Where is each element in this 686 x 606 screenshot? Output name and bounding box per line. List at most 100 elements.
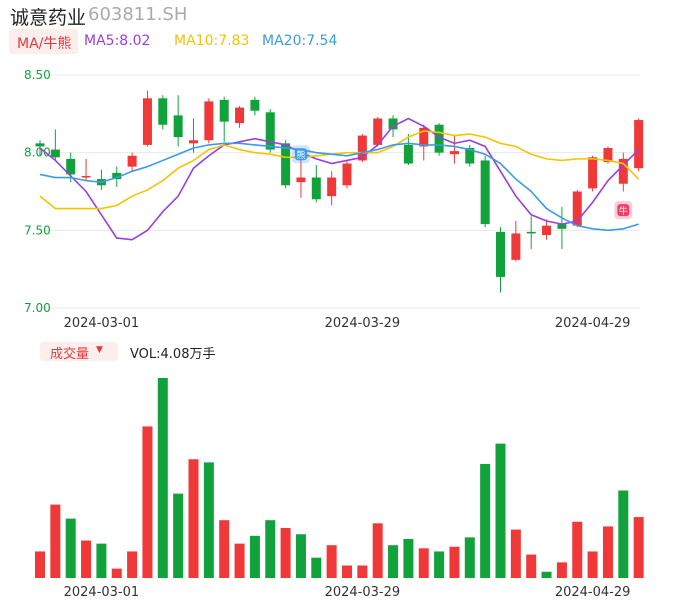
volume-indicator-label[interactable]: 成交量 — [50, 347, 90, 362]
candle-body — [465, 148, 475, 164]
volume-bar — [326, 545, 337, 578]
volume-bar — [234, 543, 245, 578]
candle-body — [572, 191, 582, 226]
candle-body — [388, 118, 398, 130]
ma-toggle-button[interactable] — [9, 29, 78, 54]
volume-bar — [526, 554, 537, 578]
candle-body — [327, 177, 337, 197]
volume-bar — [111, 568, 122, 578]
candle-body — [480, 160, 490, 225]
volume-value: VOL:4.08万手 — [130, 347, 216, 362]
volume-bar — [203, 462, 214, 578]
volume-bar — [342, 565, 352, 578]
candle-body — [296, 177, 306, 183]
volume-bar — [403, 538, 414, 578]
candle-body — [204, 101, 214, 141]
candle-body — [542, 225, 552, 235]
x-tick-label: 2024-03-01 — [64, 585, 140, 600]
volume-indicator-button[interactable] — [40, 342, 118, 361]
candle-body — [250, 99, 260, 111]
candle-body — [81, 175, 91, 178]
volume-bar — [372, 523, 383, 578]
volume-bar — [35, 551, 45, 578]
volume-bar — [157, 378, 168, 578]
volume-bar — [418, 548, 429, 578]
candle-body — [526, 231, 536, 234]
volume-bar — [50, 504, 61, 578]
candle-body — [50, 149, 60, 158]
marker-badge — [617, 204, 630, 217]
candle-body — [66, 158, 76, 175]
candle-body — [603, 148, 613, 162]
volume-bar — [434, 551, 445, 578]
volume-bar — [219, 520, 230, 578]
ma10-line — [39, 130, 640, 210]
candle-body — [219, 99, 229, 122]
candle-body — [588, 157, 598, 189]
caret-down-icon[interactable]: ▼ — [96, 345, 103, 355]
volume-bar — [464, 537, 475, 578]
volume-bar — [188, 459, 199, 578]
candle-body — [311, 177, 321, 200]
volume-bar — [587, 551, 598, 578]
volume-bar — [265, 520, 276, 578]
candle-body — [419, 127, 429, 147]
candle-body — [634, 120, 644, 169]
volume-bar — [127, 551, 138, 578]
candle-body — [618, 158, 628, 184]
x-tick-label: 2024-03-29 — [325, 316, 401, 331]
volume-bar — [572, 521, 583, 578]
volume-bar — [618, 490, 629, 578]
candle-body — [281, 143, 291, 186]
ma-toggle-label[interactable]: MA/牛熊 — [17, 36, 72, 52]
x-tick-label: 2024-03-29 — [325, 585, 401, 600]
x-tick-label: 2024-04-29 — [555, 585, 631, 600]
stock-name: 诚意药业 — [10, 7, 87, 29]
volume-bar — [280, 528, 291, 578]
candle-body — [496, 231, 505, 277]
volume-bar — [480, 463, 491, 578]
marker-badge — [294, 148, 307, 161]
volume-bar — [556, 562, 567, 578]
candle-body — [142, 98, 152, 145]
volume-bar — [449, 546, 460, 578]
volume-bar — [388, 545, 399, 578]
x-tick-label: 2024-03-01 — [64, 316, 140, 331]
ma20-line — [39, 142, 639, 232]
ma5-legend: MA5:8.02 — [84, 33, 151, 49]
candle-body — [434, 124, 444, 153]
ma5-line — [39, 117, 640, 241]
y-tick-label: 8.00 — [24, 146, 51, 160]
volume-bar — [510, 529, 521, 578]
volume-bar — [173, 493, 184, 578]
candle-body — [342, 163, 352, 186]
y-tick-label: 7.50 — [24, 223, 51, 237]
stock-code: 603811.SH — [88, 4, 188, 25]
volume-bar — [142, 426, 153, 578]
candle-body — [403, 144, 413, 164]
volume-bar — [311, 557, 322, 578]
ma10-legend: MA10:7.83 — [174, 33, 250, 49]
candle-body — [158, 98, 168, 125]
candle-body — [373, 118, 383, 145]
candle-body — [449, 151, 459, 155]
volume-bar — [249, 535, 260, 578]
candle-body — [357, 135, 367, 161]
volume-bar — [81, 540, 92, 578]
x-tick-label: 2024-04-29 — [555, 316, 631, 331]
candle-body — [557, 224, 567, 229]
candle-body — [265, 112, 275, 150]
volume-bar — [65, 518, 76, 578]
candle-body — [173, 115, 183, 138]
candle-body — [35, 143, 45, 147]
y-tick-label: 7.00 — [24, 301, 51, 315]
marker-label: 熊 — [296, 149, 305, 161]
volume-bar — [602, 526, 613, 578]
candle-body — [112, 172, 122, 180]
volume-bar — [357, 565, 368, 578]
volume-bar — [295, 534, 306, 578]
ma20-legend: MA20:7.54 — [262, 33, 338, 49]
volume-bar — [495, 443, 506, 578]
candle-body — [235, 107, 245, 124]
